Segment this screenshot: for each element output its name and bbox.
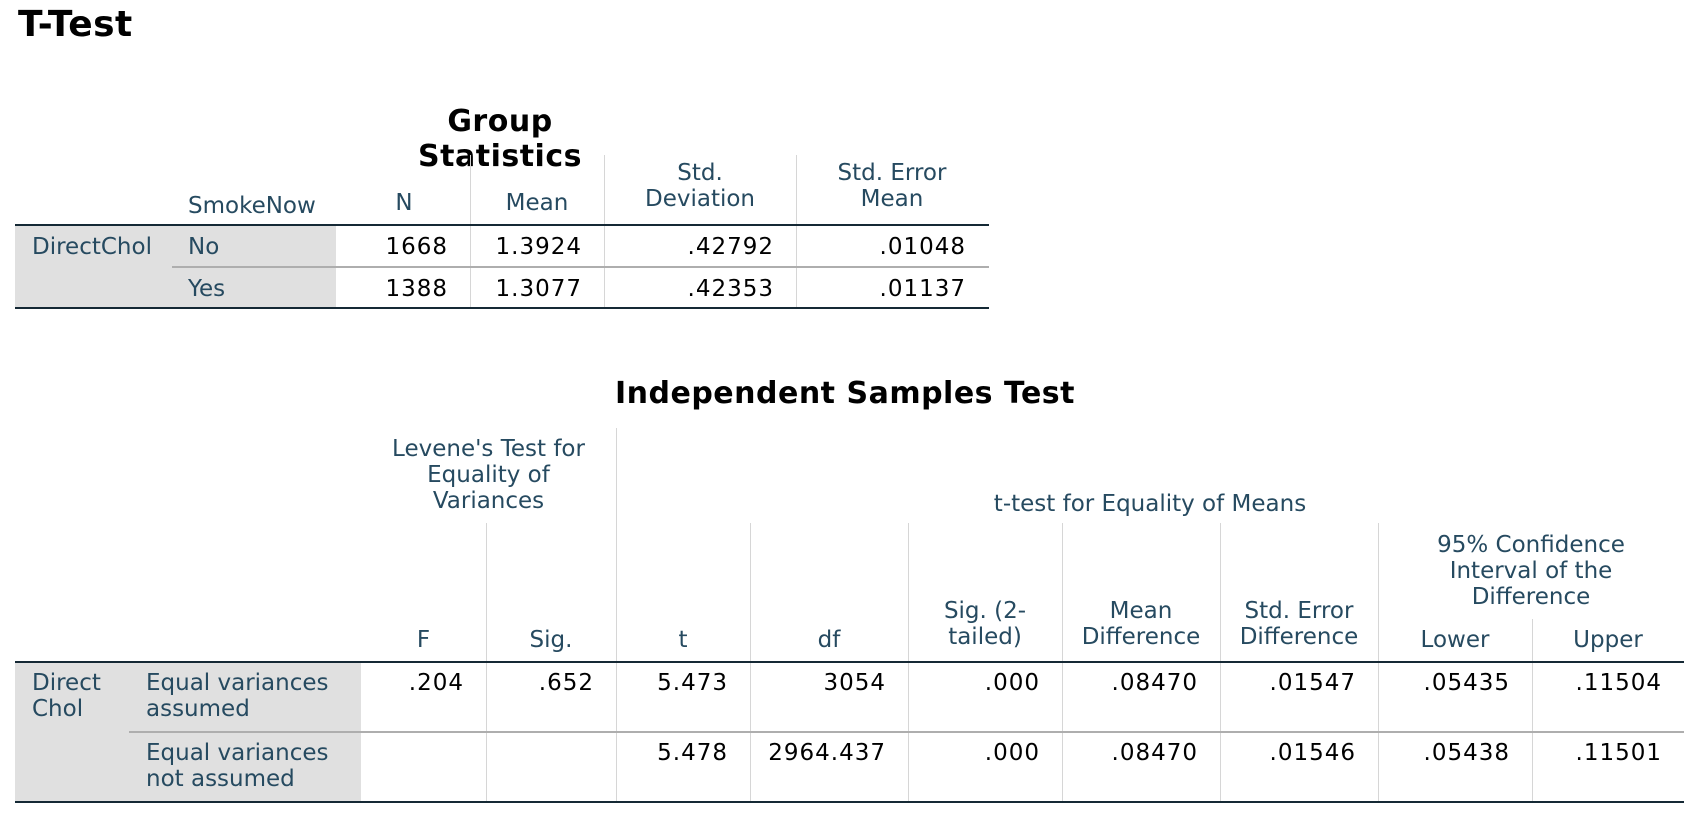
divider xyxy=(796,155,797,225)
row-group-label: No xyxy=(188,234,220,260)
footer-rule xyxy=(15,307,989,309)
col-header-upper: Upper xyxy=(1573,627,1643,653)
col-header-t: t xyxy=(678,627,688,653)
col-header-mean-difference: Mean Difference xyxy=(1081,598,1201,650)
cell-std-error-mean: .01048 xyxy=(879,234,966,260)
row-group-label: Yes xyxy=(188,276,226,302)
cell-t: 5.473 xyxy=(657,670,728,696)
row-header-shade xyxy=(15,663,129,802)
row-rule xyxy=(129,731,1684,733)
cell-f: .204 xyxy=(408,670,464,696)
header-rule xyxy=(15,224,989,226)
divider xyxy=(1062,523,1063,663)
page-title: T-Test xyxy=(18,4,133,45)
ci-header: 95% Confidence Interval of the Difference xyxy=(1437,532,1625,610)
footer-rule xyxy=(15,801,1684,803)
cell-sig: .652 xyxy=(538,670,594,696)
cell-std-error-mean: .01137 xyxy=(879,276,966,302)
divider xyxy=(1378,523,1379,663)
col-header-mean: Mean xyxy=(505,190,569,216)
independent-samples-test-title: Independent Samples Test xyxy=(614,376,1076,411)
cell-lower: .05435 xyxy=(1423,670,1510,696)
row-label-equal-variances-assumed: Equal variances assumed xyxy=(146,670,329,722)
ttest-header: t-test for Equality of Means xyxy=(993,491,1307,517)
cell-std-error-difference: .01546 xyxy=(1269,740,1356,766)
cell-upper: .11504 xyxy=(1575,670,1662,696)
divider xyxy=(604,155,605,225)
col-header-sig-2-tailed: Sig. (2- tailed) xyxy=(943,598,1027,650)
divider xyxy=(486,523,487,663)
divider xyxy=(616,428,617,663)
row-rule xyxy=(172,266,989,268)
row-label-equal-variances-not-assumed: Equal variances not assumed xyxy=(146,740,329,792)
col-header-sig: Sig. xyxy=(529,627,573,653)
levene-header: Levene's Test for Equality of Variances xyxy=(392,436,585,514)
cell-n: 1668 xyxy=(385,234,448,260)
divider xyxy=(1532,619,1533,663)
col-header-smokenow: SmokeNow xyxy=(188,193,316,219)
cell-n: 1388 xyxy=(385,276,448,302)
cell-mean-difference: .08470 xyxy=(1111,670,1198,696)
cell-df: 3054 xyxy=(823,670,886,696)
divider xyxy=(908,523,909,663)
cell-sig-2-tailed: .000 xyxy=(984,670,1040,696)
cell-t: 5.478 xyxy=(657,740,728,766)
cell-std-deviation: .42792 xyxy=(687,234,774,260)
divider xyxy=(1220,523,1221,663)
cell-mean: 1.3077 xyxy=(495,276,582,302)
divider xyxy=(470,155,471,225)
header-rule xyxy=(15,661,1684,663)
group-statistics-title: Group Statistics xyxy=(418,104,582,174)
cell-sig-2-tailed: .000 xyxy=(984,740,1040,766)
cell-std-deviation: .42353 xyxy=(687,276,774,302)
row-variable-directchol: DirectChol xyxy=(32,234,152,260)
cell-lower: .05438 xyxy=(1423,740,1510,766)
col-header-std-error-difference: Std. Error Difference xyxy=(1239,598,1359,650)
divider xyxy=(750,523,751,663)
col-header-std-error-mean: Std. Error Mean xyxy=(837,160,947,212)
col-header-df: df xyxy=(817,627,841,653)
cell-df: 2964.437 xyxy=(768,740,886,766)
cell-mean-difference: .08470 xyxy=(1111,740,1198,766)
col-header-n: N xyxy=(395,190,413,216)
col-header-lower: Lower xyxy=(1420,627,1490,653)
row-header-shade xyxy=(15,225,172,308)
cell-std-error-difference: .01547 xyxy=(1269,670,1356,696)
col-header-std-deviation: Std. Deviation xyxy=(644,160,755,212)
col-header-f: F xyxy=(416,627,431,653)
cell-upper: .11501 xyxy=(1575,740,1662,766)
cell-mean: 1.3924 xyxy=(495,234,582,260)
